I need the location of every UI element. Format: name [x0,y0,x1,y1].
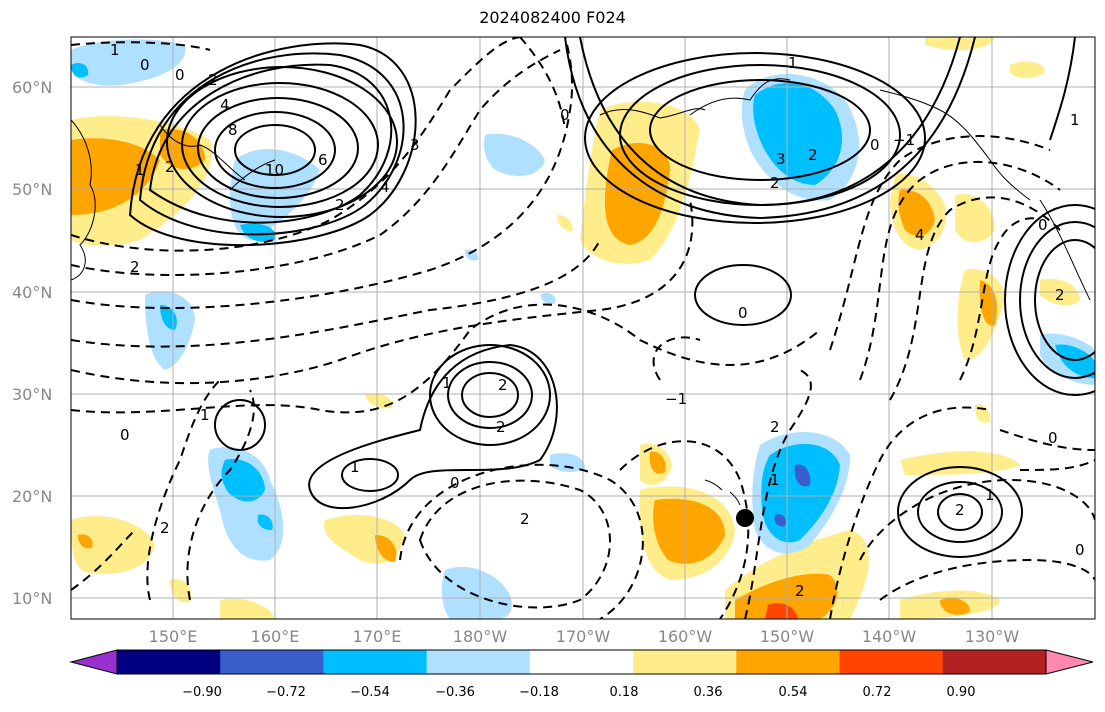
contour-label: 2 [130,258,140,276]
colorbar-segment [529,650,634,674]
colorbar-segment [736,650,841,674]
colorbar-tick: −0.36 [435,685,475,700]
contour-label: 0 [1048,429,1058,447]
contour-label: 1 [788,54,798,72]
contour-label: 1 [985,486,995,504]
contour-label: 2 [808,146,818,164]
colorbar-tick: 0.54 [779,685,808,700]
lat-label: 50°N [12,180,52,199]
contour-high-central [461,372,519,418]
colorbar-tick: −0.90 [182,685,222,700]
negative-area-nw [71,39,186,86]
contour-labels: 1 0 2 4 8 10 6 2 0 1 2 3 4 2 0 2 1 0 −1 … [110,41,1085,600]
colorbar-segment [323,650,428,674]
contour-label: 1 [442,374,452,392]
contour-label: −1 [893,131,915,149]
contour-label: 1 [110,41,120,59]
contour-label: 0 [175,66,185,84]
contour-high-nw-1 [234,124,316,176]
contour-label: 3 [776,150,786,168]
lon-labels: 150°E 160°E 170°E 180°W 170°W 160°W 150°… [149,627,1020,646]
contour-ridge-alaska-1 [649,79,871,181]
map-frame [70,36,1096,620]
colorbar-tick: −0.18 [519,685,559,700]
lon-label: 130°W [965,627,1020,646]
colorbar-tick: −0.54 [350,685,390,700]
contour-label: 0 [1038,216,1048,234]
contour-label: 1 [1070,111,1080,129]
contour-label: 2 [770,174,780,192]
contour-label: 0 [870,136,880,154]
colorbar-segment [633,650,737,674]
contour-label: 0 [450,474,460,492]
contour-label: 2 [160,519,170,537]
contour-label: 4 [380,178,390,196]
contour-label: 1 [200,406,210,424]
contour-label: 6 [318,151,328,169]
contour-label: 2 [335,196,345,214]
gridlines [71,37,1095,619]
colorbar-segment [220,650,324,674]
colorbar-segment [942,650,1047,674]
colorbar-segment [117,650,221,674]
lon-label: 150°W [760,627,815,646]
lon-label: 140°W [862,627,917,646]
contour-label: 0 [120,426,130,444]
colorbar-tick: 0.36 [694,685,723,700]
contour-label: 2 [496,418,506,436]
colorbar-extend-right [1045,649,1094,675]
colorbar-segment [839,650,944,674]
contour-label: 1 [135,161,145,179]
colorbar-tick: 0.90 [947,685,976,700]
colorbar-tick: 0.72 [863,685,892,700]
lon-label: 170°E [353,627,402,646]
colorbar-segment [426,650,531,674]
contour-label: 8 [228,121,238,139]
contour-label: 2 [165,158,175,176]
contour-label: 4 [915,226,925,244]
lat-label: 60°N [12,78,52,97]
location-marker [736,509,754,527]
lon-label: 160°W [658,627,713,646]
colorbar-segments [117,650,1047,674]
contour-label: 1 [350,458,360,476]
contour-layer [128,37,1095,558]
shading-layer [71,37,1095,619]
contour-label: 3 [410,136,420,154]
plot-title: 2024082400 F024 [479,8,626,27]
lat-label: 10°N [12,589,52,608]
contour-label: 2 [208,71,218,89]
positive-area-nw-core [71,138,160,215]
contour-label: 2 [520,510,530,528]
lat-labels: 60°N 50°N 40°N 30°N 20°N 10°N [12,78,52,608]
lat-label: 30°N [12,385,52,404]
lat-label: 20°N [12,487,52,506]
contour-dashed-layer [71,37,1095,619]
contour-label: 2 [770,418,780,436]
contour-label: −1 [665,390,687,408]
contour-label: 2 [498,376,508,394]
contour-label: 0 [560,106,570,124]
contour-label: 2 [1055,286,1065,304]
lon-label: 170°W [556,627,611,646]
lon-label: 150°E [149,627,198,646]
lon-label: 180°W [453,627,508,646]
contour-label: 0 [738,304,748,322]
colorbar-tick: 0.18 [610,685,639,700]
colorbar: −0.90 −0.72 −0.54 −0.36 −0.18 0.18 0.36 … [69,649,1094,700]
lat-label: 40°N [12,283,52,302]
contour-label: 0 [1075,541,1085,559]
colorbar-tick: −0.72 [266,685,306,700]
contour-label: 10 [265,161,284,179]
contour-label: 0 [140,56,150,74]
contour-label: 2 [795,582,805,600]
contour-label: 4 [220,96,230,114]
lon-label: 160°E [251,627,300,646]
contour-label: 2 [955,501,965,519]
coastlines [71,78,1091,506]
colorbar-extend-left [69,649,118,675]
contour-label: 1 [770,471,780,489]
